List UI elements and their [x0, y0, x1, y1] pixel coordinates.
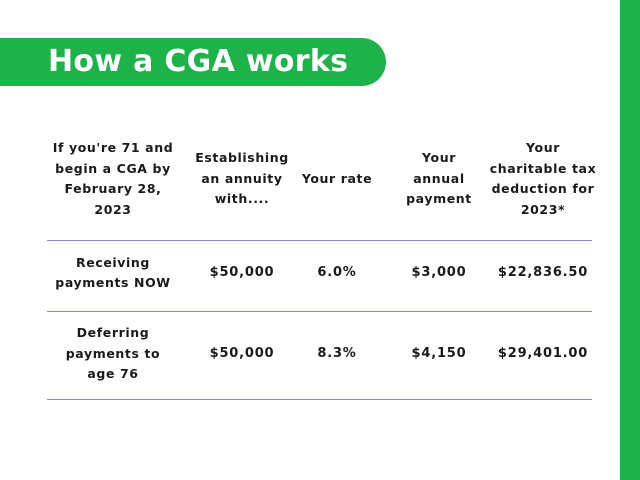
header-establishing: Establishing an annuity with....: [195, 150, 289, 207]
row-deduction: $22,836.50: [497, 264, 589, 280]
row-amount: $50,000: [209, 345, 275, 361]
header-annual-payment: Your annual payment: [406, 150, 472, 207]
row-deduction: $29,401.00: [497, 345, 589, 361]
row-payment: $4,150: [411, 345, 467, 361]
right-accent-bar: [620, 0, 640, 480]
table-divider: [47, 399, 592, 400]
row-amount: $50,000: [209, 264, 275, 280]
row-rate: 6.0%: [317, 264, 357, 280]
header-rate: Your rate: [301, 170, 373, 186]
row-label: Receiving payments NOW: [55, 254, 171, 291]
row-rate: 8.3%: [317, 345, 357, 361]
row-label: Deferring payments to age 76: [65, 325, 161, 382]
row-payment: $3,000: [411, 264, 467, 280]
header-tax-deduction: Your charitable tax deduction for 2023*: [489, 140, 597, 217]
table-divider: [47, 240, 592, 241]
page-title: How a CGA works: [48, 44, 349, 79]
header-age-start: If you're 71 and begin a CGA by February…: [52, 140, 174, 217]
title-banner: How a CGA works: [0, 38, 386, 86]
table-divider: [47, 311, 592, 312]
